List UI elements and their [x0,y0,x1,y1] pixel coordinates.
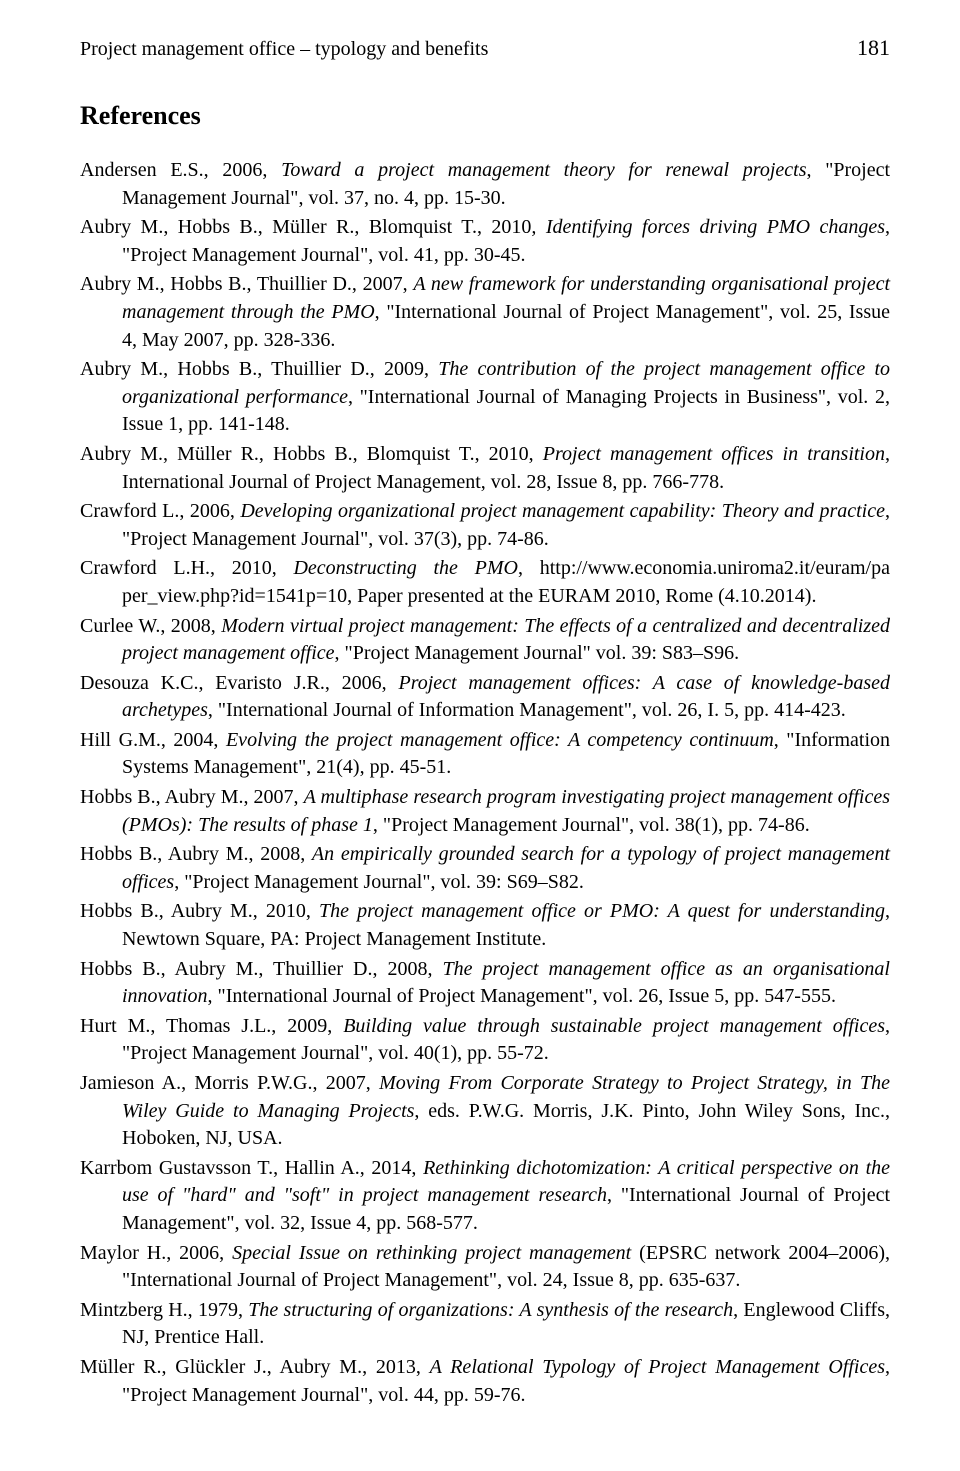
reference-source: , "International Journal of Information … [208,699,846,721]
reference-entry: Maylor H., 2006, Special Issue on rethin… [80,1240,890,1295]
reference-title: Special Issue on rethinking project mana… [232,1242,631,1264]
reference-source: , "Project Management Journal" vol. 39: … [335,642,740,664]
reference-entry: Aubry M., Hobbs B., Thuillier D., 2009, … [80,356,890,439]
reference-title: Evolving the project management office: … [226,729,774,751]
reference-entry: Hobbs B., Aubry M., 2010, The project ma… [80,898,890,953]
reference-authors-year: Karrbom Gustavsson T., Hallin A., 2014, [80,1157,423,1179]
reference-title: The structuring of organizations [248,1299,508,1321]
reference-authors-year: Curlee W., 2008, [80,615,221,637]
reference-title: Building value through sustainable proje… [343,1015,885,1037]
reference-title: A Relational Typology of Project Managem… [430,1356,885,1378]
reference-entry: Crawford L., 2006, Developing organizati… [80,498,890,553]
reference-authors-year: Desouza K.C., Evaristo J.R., 2006, [80,672,398,694]
page: Project management office – typology and… [0,0,960,1471]
reference-authors-year: Hobbs B., Aubry M., 2007, [80,786,304,808]
reference-entry: Curlee W., 2008, Modern virtual project … [80,613,890,668]
reference-subtitle: : A synthesis of the research [508,1299,733,1321]
reference-entry: Hill G.M., 2004, Evolving the project ma… [80,727,890,782]
page-number: 181 [857,35,890,61]
running-title: Project management office – typology and… [80,38,488,61]
reference-title: , Identifying forces driving PMO changes [531,216,885,238]
reference-title: Deconstructing the PMO [293,557,518,579]
reference-authors-year: Hurt M., Thomas J.L., 2009, [80,1015,343,1037]
references-list: Andersen E.S., 2006, Toward a project ma… [80,157,890,1409]
reference-authors-year: Hobbs B., Aubry M., Thuillier D., 2008, [80,958,443,980]
reference-authors-year: Jamieson A., Morris P.W.G., 2007, [80,1072,379,1094]
reference-entry: Hobbs B., Aubry M., Thuillier D., 2008, … [80,956,890,1011]
reference-entry: Jamieson A., Morris P.W.G., 2007, Moving… [80,1070,890,1153]
reference-title: Project management offices in transition [543,443,885,465]
reference-entry: Crawford L.H., 2010, Deconstructing the … [80,555,890,610]
reference-authors-year: Mintzberg H., 1979, [80,1299,248,1321]
reference-authors-year: Aubry M., Hobbs B., Thuillier D., 2007, [80,273,413,295]
reference-entry: Müller R., Glückler J., Aubry M., 2013, … [80,1354,890,1409]
reference-title: Developing organizational project manage… [240,500,709,522]
reference-authors-year: Müller R., Glückler J., Aubry M., 2013, [80,1356,430,1378]
reference-title: Toward a project management theory for r… [281,159,806,181]
reference-source: , "Project Management Journal", vol. 38(… [373,814,810,836]
reference-entry: Aubry M., Müller R., Hobbs B., Blomquist… [80,441,890,496]
reference-entry: Hobbs B., Aubry M., 2008, An empirically… [80,841,890,896]
reference-authors-year: Andersen E.S., 2006, [80,159,281,181]
reference-entry: Hobbs B., Aubry M., 2007, A multiphase r… [80,784,890,839]
reference-entry: Aubry M., Hobbs B., Müller R., Blomquist… [80,214,890,269]
reference-source: , "International Journal of Project Mana… [208,985,836,1007]
reference-authors-year: Hobbs B., Aubry M., 2008, [80,843,312,865]
reference-source: , "Project Management Journal", vol. 39:… [174,871,584,893]
reference-authors-year: Aubry M., Hobbs B., Thuillier D., 2009, [80,358,438,380]
reference-authors-year: Hill G.M., 2004, [80,729,226,751]
reference-authors-year: Hobbs B., Aubry M., 2010, [80,900,319,922]
reference-authors-year: Aubry M., Hobbs B., Müller R., Blomquist… [80,216,531,238]
reference-entry: Aubry M., Hobbs B., Thuillier D., 2007, … [80,271,890,354]
reference-title: Modern virtual project management [221,615,512,637]
section-title-references: References [80,101,890,131]
reference-entry: Desouza K.C., Evaristo J.R., 2006, Proje… [80,670,890,725]
reference-entry: Karrbom Gustavsson T., Hallin A., 2014, … [80,1155,890,1238]
reference-authors-year: Maylor H., 2006, [80,1242,232,1264]
running-header: Project management office – typology and… [80,35,890,61]
reference-authors-year: Crawford L., 2006, [80,500,240,522]
reference-authors-year: Crawford L.H., 2010, [80,557,293,579]
reference-title: The project management office or PMO: A … [319,900,885,922]
reference-authors-year: Aubry M., Müller R., Hobbs B., Blomquist… [80,443,543,465]
reference-entry: Mintzberg H., 1979, The structuring of o… [80,1297,890,1352]
reference-entry: Andersen E.S., 2006, Toward a project ma… [80,157,890,212]
reference-entry: Hurt M., Thomas J.L., 2009, Building val… [80,1013,890,1068]
reference-subtitle: : Theory and practice [710,500,885,522]
